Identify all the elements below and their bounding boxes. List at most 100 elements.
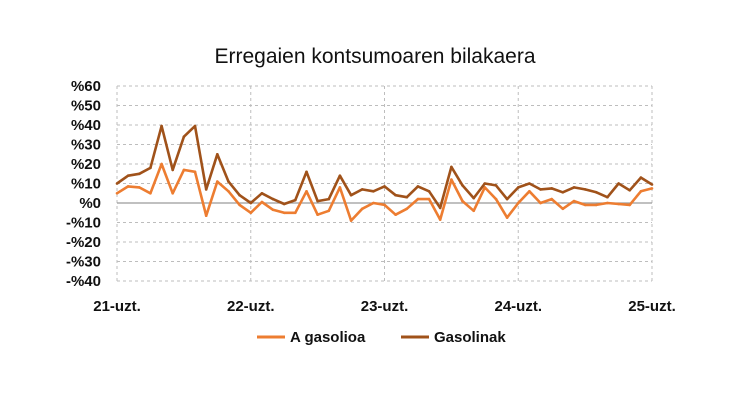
data-point: [550, 187, 553, 190]
series-layer: [115, 124, 654, 222]
data-point: [260, 192, 264, 195]
data-point: [405, 195, 409, 199]
data-point: [149, 166, 152, 170]
data-point: [405, 207, 409, 211]
data-point: [606, 201, 609, 205]
data-point: [650, 187, 654, 190]
y-tick-label: -%30: [66, 254, 101, 271]
data-point: [394, 213, 397, 216]
y-tick-label: %50: [71, 98, 101, 115]
data-point: [472, 196, 476, 200]
data-point: [416, 197, 420, 201]
data-point: [160, 124, 163, 128]
data-point: [639, 176, 643, 179]
data-point: [316, 213, 319, 216]
data-point: [438, 206, 442, 210]
data-point: [483, 182, 487, 185]
data-point: [450, 165, 453, 169]
data-point: [338, 186, 342, 189]
data-point: [360, 207, 364, 211]
data-point: [260, 200, 264, 204]
data-point: [349, 219, 353, 222]
data-point: [472, 209, 476, 213]
data-point: [271, 197, 275, 201]
data-point: [561, 191, 565, 194]
data-point: [528, 182, 531, 185]
data-point: [282, 211, 286, 215]
y-tick-label: -%20: [66, 234, 101, 251]
data-point: [138, 172, 141, 176]
data-point: [561, 207, 565, 211]
data-point: [583, 203, 587, 207]
data-point: [517, 201, 520, 205]
data-point: [271, 208, 275, 212]
data-point: [517, 186, 520, 189]
y-tick-label: -%40: [66, 273, 101, 290]
data-point: [583, 188, 587, 191]
legend-label-2: Gasolinak: [434, 329, 506, 346]
series-points-2: [115, 124, 654, 210]
data-point: [171, 192, 174, 195]
data-point: [249, 201, 253, 205]
data-point: [338, 174, 342, 177]
data-point: [572, 199, 576, 203]
y-axis-ticks: -%40 -%30 -%20 -%10 %0 %10 %20 %30 %40 %50 %60: [66, 78, 101, 290]
data-point: [193, 170, 197, 174]
y-tick-label: %0: [79, 195, 101, 212]
data-point: [360, 188, 364, 191]
data-point: [461, 199, 464, 203]
data-point: [628, 189, 631, 192]
data-point: [238, 193, 241, 197]
data-point: [450, 178, 453, 181]
data-point: [126, 174, 130, 177]
data-point: [427, 190, 431, 193]
x-tick-label: 22-uzt.: [227, 298, 275, 315]
data-point: [505, 216, 509, 219]
data-point: [539, 201, 542, 205]
data-point: [249, 211, 253, 215]
data-point: [294, 211, 297, 215]
y-tick-label: -%10: [66, 215, 101, 232]
y-tick-label: %40: [71, 117, 101, 134]
data-point: [505, 197, 509, 201]
data-point: [628, 203, 631, 207]
data-point: [416, 185, 420, 188]
x-tick-label: 24-uzt.: [494, 298, 542, 315]
data-point: [227, 190, 230, 193]
data-point: [305, 170, 308, 174]
data-point: [617, 182, 620, 185]
data-point: [294, 198, 297, 202]
data-point: [126, 185, 130, 188]
data-point: [182, 168, 186, 172]
data-point: [595, 203, 598, 207]
y-tick-label: %10: [71, 176, 101, 193]
x-tick-label: 23-uzt.: [361, 298, 409, 315]
x-tick-label: 21-uzt.: [93, 298, 141, 315]
data-point: [227, 180, 230, 183]
data-point: [160, 162, 163, 166]
data-point: [216, 153, 219, 156]
data-point: [617, 202, 620, 206]
data-point: [483, 186, 487, 189]
data-point: [115, 192, 119, 195]
data-point: [204, 214, 208, 217]
y-tick-label: %20: [71, 156, 101, 173]
x-tick-label: 25-uzt.: [628, 298, 676, 315]
data-point: [138, 186, 141, 189]
data-point: [171, 168, 174, 172]
x-axis-ticks: 21-uzt. 22-uzt. 23-uzt. 24-uzt. 25-uzt.: [93, 298, 676, 315]
data-point: [639, 190, 643, 193]
data-point: [305, 190, 308, 193]
legend-label-1: A gasolioa: [290, 329, 366, 346]
data-point: [572, 186, 576, 189]
data-point: [550, 197, 553, 201]
grid: [116, 85, 653, 282]
data-point: [494, 197, 498, 201]
data-point: [383, 185, 386, 188]
data-point: [372, 201, 375, 205]
data-point: [595, 191, 598, 194]
data-point: [427, 197, 431, 201]
data-point: [327, 197, 331, 201]
data-point: [461, 184, 464, 187]
